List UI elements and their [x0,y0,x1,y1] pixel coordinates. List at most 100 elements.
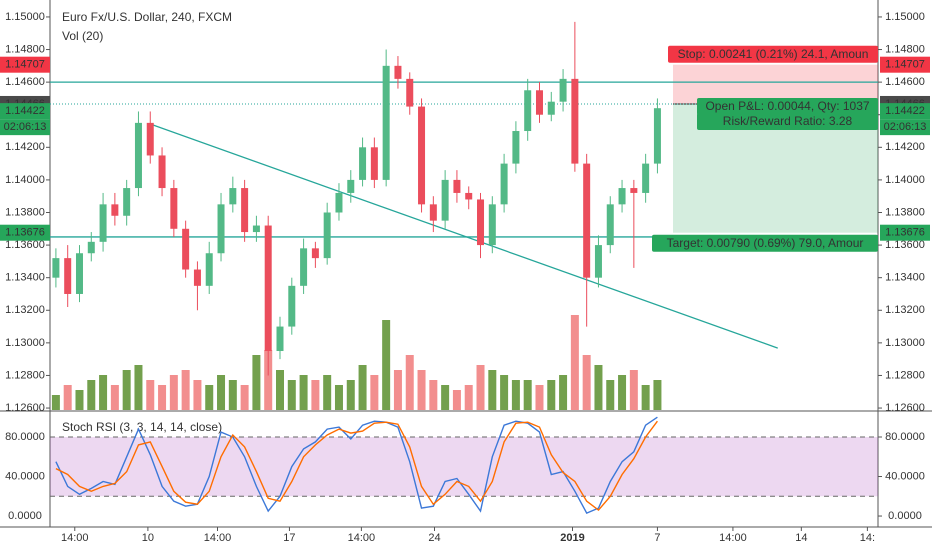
price-label-left: 1.14422 [5,105,45,117]
stoch-title: Stoch RSI (3, 3, 14, 14, close) [62,420,222,434]
volume-bar [87,380,96,410]
x-tick-label: 14:00 [719,532,747,544]
candle-body [146,122,154,156]
volume-bar [370,375,379,410]
y-tick-label-right: 1.12600 [885,402,925,414]
candle-body [217,204,225,254]
candle-body [394,65,402,79]
price-label-box-right [880,103,930,120]
y-tick-label-right: 1.14600 [885,76,925,88]
y-tick-label: 1.13600 [5,239,45,251]
x-tick-label: 17 [283,532,295,544]
volume-bar [653,380,662,410]
candle-body [465,192,473,200]
candle-body [288,285,296,327]
candle-body [524,90,532,132]
x-tick-label: 7 [654,532,660,544]
y-tick-label-right: 1.14200 [885,141,925,153]
price-label-left: 1.14707 [5,59,45,71]
candle-body [642,163,650,193]
candle-body [64,258,72,294]
volume-bar [511,380,520,410]
volume-bar [358,365,367,410]
volume-bar [570,315,579,410]
volume-bar [476,365,485,410]
y-tick-label: 1.12600 [5,402,45,414]
y-tick-label-right: 1.13400 [885,272,925,284]
y-tick-label-right: 1.14800 [885,43,925,55]
candle-body [429,204,437,221]
volume-bar [99,375,108,410]
candle-body [359,147,367,180]
candle-body [406,78,414,107]
candle-body [594,245,602,278]
volume-bar [500,375,509,410]
volume-bar [393,370,402,410]
x-tick-label: 2019 [560,532,584,544]
candle-body [453,179,461,193]
candle-body [182,228,190,270]
trend-line [150,123,778,349]
y-tick-label-right: 1.13600 [885,239,925,251]
candle-body [134,122,142,189]
stoch-tick-label-right: 0.0000 [888,510,922,522]
volume-bar [158,385,167,410]
candle-body [382,65,390,180]
volume-bar [205,385,214,410]
volume-bar [464,385,473,410]
pnl-label-box [697,97,878,115]
price-label-box-right [880,224,930,241]
candle-body [477,199,485,246]
price-label-box-left [0,103,50,120]
candle-body [300,248,308,286]
volume-bar [63,385,72,410]
volume-bar [181,370,190,410]
volume-bar [51,395,60,410]
candle-body [535,90,543,115]
candle-body [653,108,661,164]
target-label-box [652,234,878,252]
volume-bar [252,355,261,410]
volume-bar [311,380,320,410]
stop-label: Stop: 0.00241 (0.21%) 24.1, Amoun [678,47,869,61]
y-tick-label: 1.15000 [5,11,45,23]
stop-label-box [668,45,878,63]
candle-body [547,101,555,115]
volume-bar [535,385,544,410]
candle-body [418,106,426,205]
candle-body [311,248,319,259]
y-tick-label: 1.13200 [5,304,45,316]
volume-bar [618,375,627,410]
volume-bar [276,370,284,410]
volume-bar [452,390,461,410]
candle-body [500,163,508,205]
candle-body [170,188,178,229]
y-tick-label-right: 1.13200 [885,304,925,316]
y-tick-label-right: 1.12800 [885,369,925,381]
y-tick-label-right: 1.13000 [885,337,925,349]
rr-label: Risk/Reward Ratio: 3.28 [723,114,853,128]
volume-bar [122,370,131,410]
stop-zone [673,64,878,104]
y-tick-label: 1.14600 [5,76,45,88]
volume-bar [169,375,178,410]
stoch-tick-label-right: 80.0000 [885,431,925,443]
countdown-left: 02:06:13 [4,121,47,133]
candle-body [52,258,60,278]
volume-bar [629,370,638,410]
volume-bar [75,390,84,410]
volume-bar [405,355,414,410]
stoch-tick-label-right: 40.0000 [885,470,925,482]
x-tick-label: 14:00 [204,532,232,544]
countdown-box-right [880,119,930,136]
candle-body [370,147,378,180]
x-tick-label: 10 [142,532,154,544]
volume-title: Vol (20) [62,29,103,43]
countdown-right: 02:06:13 [884,121,927,133]
candle-body [252,225,260,233]
price-label-right: 1.13676 [885,227,925,239]
volume-bar [134,365,143,410]
volume-bar [382,320,391,410]
y-tick-label-right: 1.13800 [885,206,925,218]
